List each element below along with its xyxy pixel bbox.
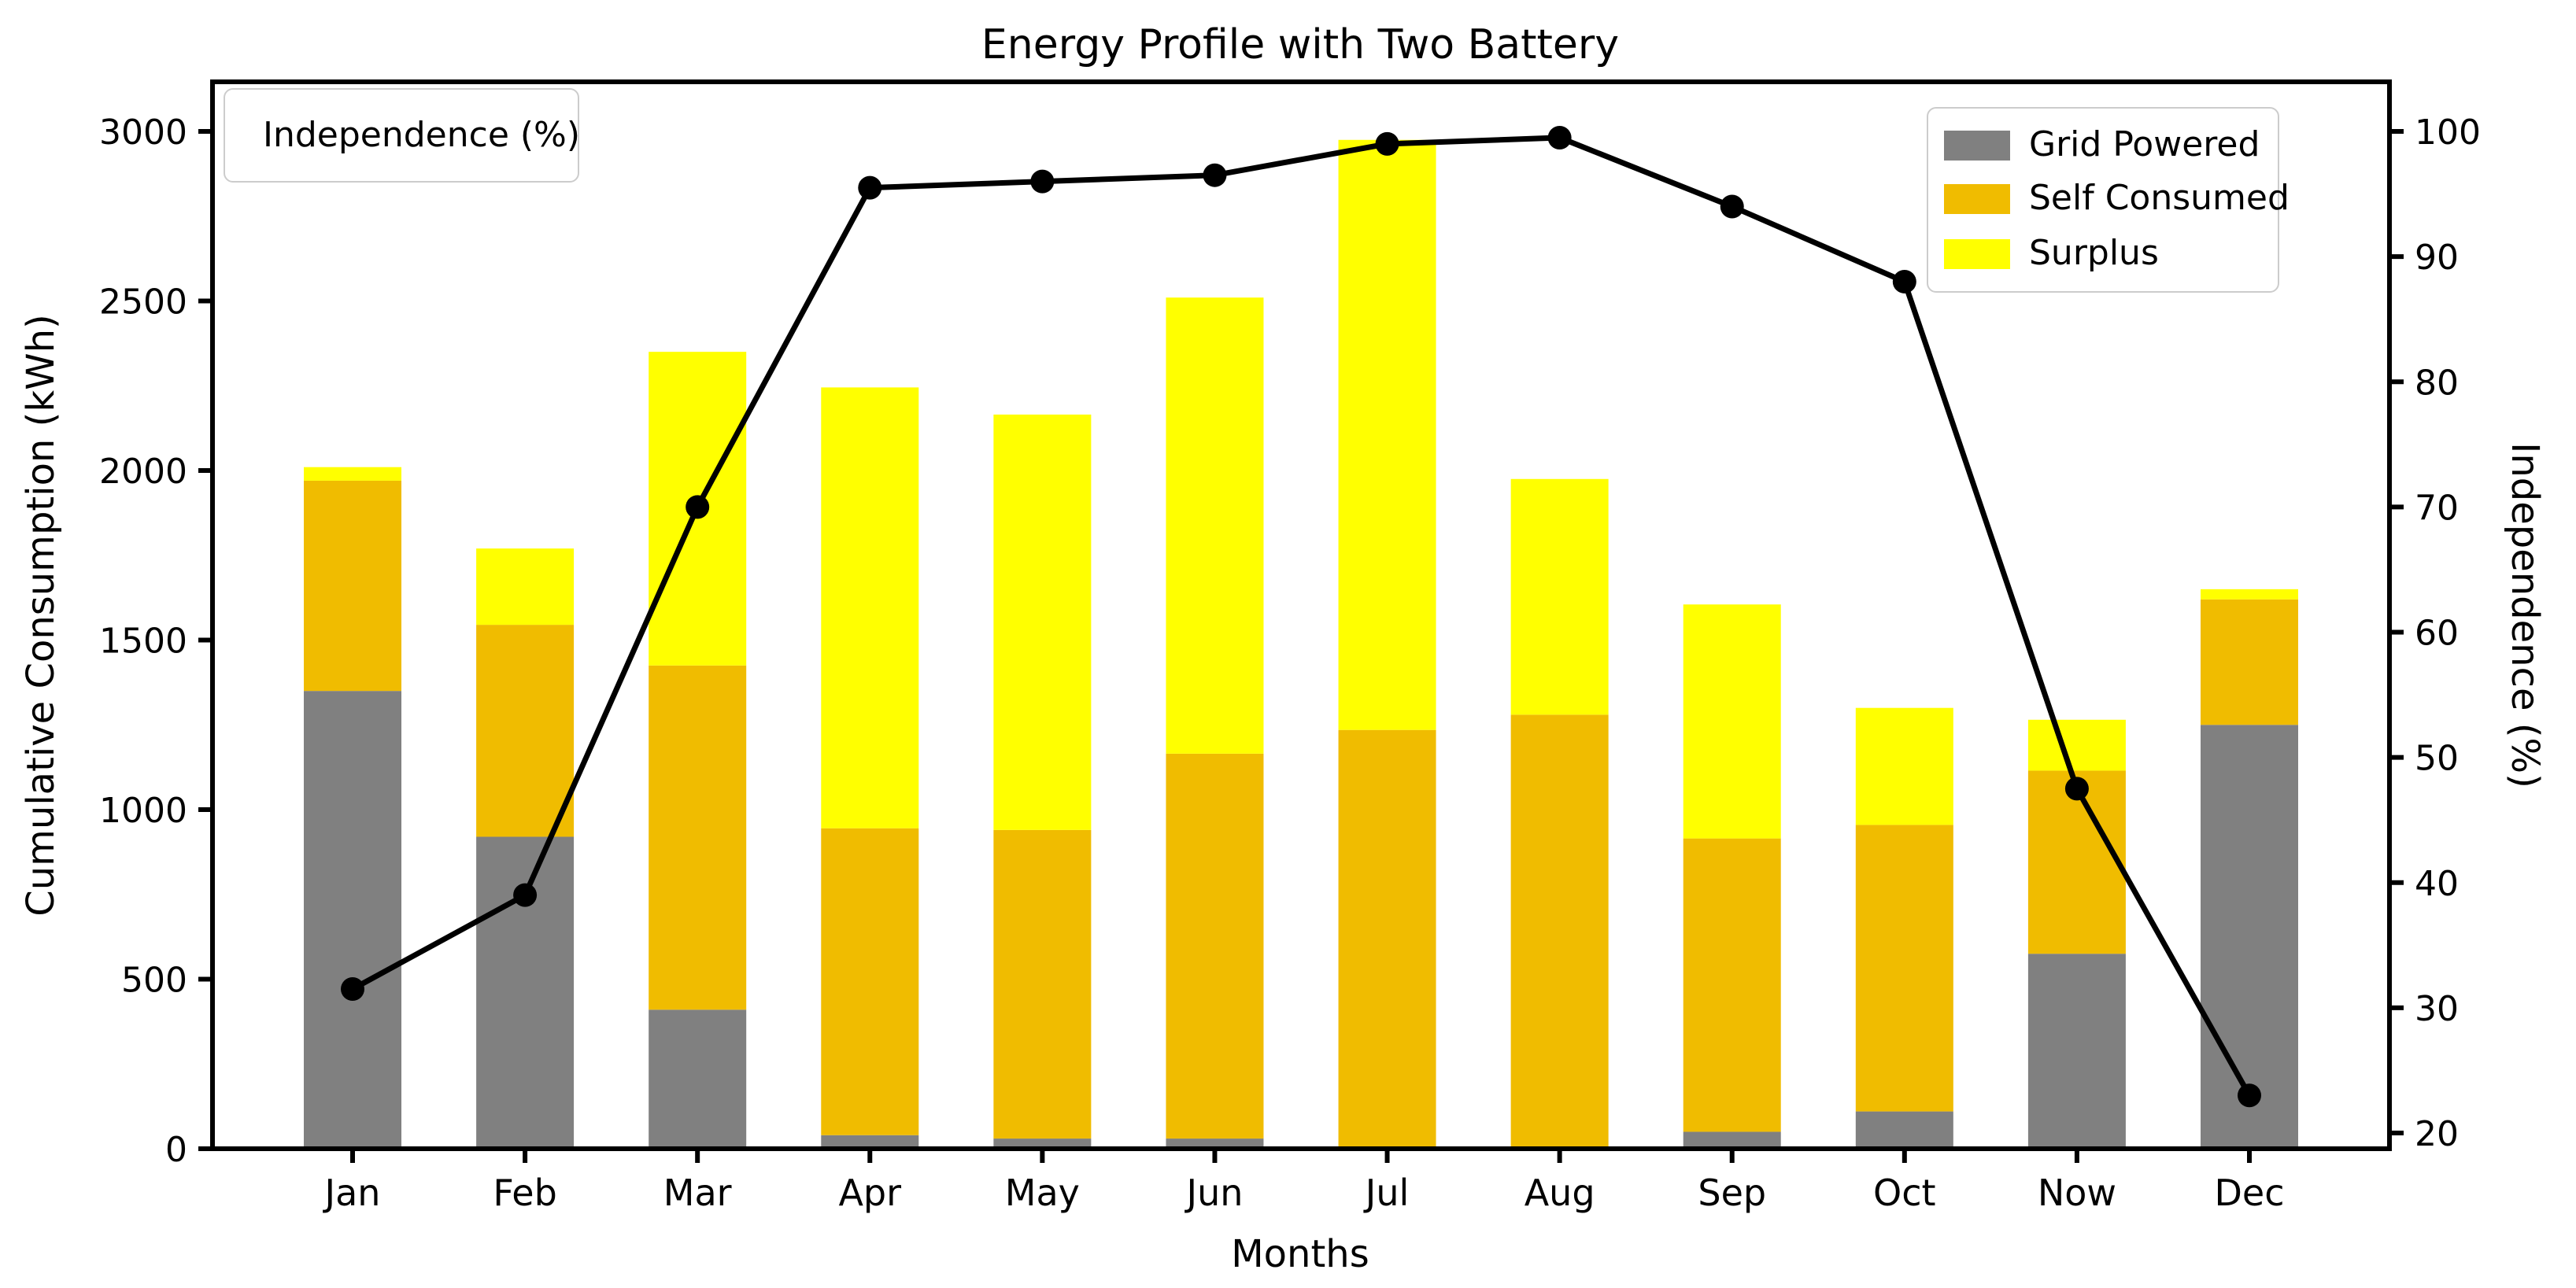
bar-segment-surplus-apr bbox=[821, 387, 919, 829]
x-tick-label-apr: Apr bbox=[838, 1172, 901, 1214]
bar-segment-self-consumed-jun bbox=[1166, 753, 1264, 1139]
line-marker-apr bbox=[858, 175, 882, 200]
bar-segment-grid-powered-mar bbox=[649, 1009, 747, 1149]
legend-swatch-icon bbox=[1944, 184, 2010, 215]
bar-segment-grid-powered-apr bbox=[821, 1135, 919, 1149]
right-tick-label: 70 bbox=[2415, 488, 2459, 528]
left-tick-label: 1500 bbox=[99, 622, 187, 662]
bar-segment-surplus-jan bbox=[304, 467, 401, 481]
bar-segment-self-consumed-apr bbox=[821, 828, 919, 1135]
line-marker-jul bbox=[1375, 131, 1399, 156]
right-tick-label: 60 bbox=[2415, 614, 2459, 654]
legend-item-label: Self Consumed bbox=[2029, 179, 2290, 220]
line-marker-oct bbox=[1892, 269, 1916, 293]
x-tick-label-now: Now bbox=[2038, 1172, 2116, 1214]
legend-bars: Grid Powered Self Consumed Surplus bbox=[1927, 107, 2290, 293]
right-tick-label: 20 bbox=[2415, 1114, 2459, 1154]
x-tick-label-jan: Jan bbox=[323, 1172, 381, 1214]
line-marker-jan bbox=[341, 977, 364, 1002]
legend-swatch-icon bbox=[1944, 130, 2010, 161]
line-marker-jun bbox=[1203, 163, 1227, 187]
line-marker-aug bbox=[1547, 125, 1572, 149]
bar-segment-surplus-aug bbox=[1510, 478, 1609, 715]
legend-swatch-icon bbox=[1944, 239, 2010, 270]
x-tick-label-feb: Feb bbox=[493, 1172, 556, 1214]
right-tick-label: 40 bbox=[2415, 864, 2459, 904]
bar-segment-self-consumed-sep bbox=[1683, 838, 1781, 1132]
left-tick-label: 2500 bbox=[99, 282, 187, 323]
bar-segment-surplus-jun bbox=[1166, 297, 1264, 754]
bar-segment-surplus-feb bbox=[476, 548, 575, 626]
legend-item-label: Surplus bbox=[2029, 234, 2159, 275]
bar-segment-self-consumed-aug bbox=[1510, 714, 1609, 1149]
legend-independence-label: Independence (%) bbox=[263, 116, 581, 155]
bar-segment-self-consumed-mar bbox=[649, 665, 747, 1010]
y-axis-label-right: Independence (%) bbox=[2503, 442, 2547, 788]
legend-item-self-consumed: Self Consumed bbox=[1944, 180, 2290, 220]
x-tick-label-may: May bbox=[1005, 1172, 1080, 1214]
bar-segment-grid-powered-now bbox=[2027, 954, 2126, 1149]
left-tick-label: 3000 bbox=[99, 113, 187, 153]
right-tick-label: 100 bbox=[2415, 113, 2481, 153]
right-tick-label: 30 bbox=[2415, 989, 2459, 1029]
chart-title: Energy Profile with Two Battery bbox=[981, 22, 1620, 69]
right-tick-label: 90 bbox=[2415, 238, 2459, 278]
bar-segment-surplus-now bbox=[2027, 719, 2126, 771]
line-marker-now bbox=[2064, 777, 2089, 801]
x-tick-label-aug: Aug bbox=[1525, 1172, 1595, 1214]
bar-segment-surplus-oct bbox=[1855, 707, 1953, 825]
right-tick-label: 50 bbox=[2415, 739, 2459, 779]
legend-item-grid-powered: Grid Powered bbox=[1944, 126, 2262, 165]
y-axis-label-left: Cumulative Consumption (kWh) bbox=[19, 314, 63, 917]
bar-segment-grid-powered-may bbox=[993, 1139, 1092, 1149]
x-tick-label-jul: Jul bbox=[1363, 1172, 1410, 1214]
bar-segment-self-consumed-jan bbox=[304, 480, 401, 692]
bar-segment-grid-powered-dec bbox=[2201, 725, 2298, 1149]
left-tick-label: 500 bbox=[121, 961, 187, 1001]
independence-line bbox=[351, 135, 2253, 1097]
bar-segment-self-consumed-oct bbox=[1855, 825, 1953, 1112]
line-marker-dec bbox=[2238, 1083, 2261, 1108]
bar-segment-self-consumed-may bbox=[993, 829, 1092, 1139]
bar-segment-self-consumed-now bbox=[2027, 770, 2126, 954]
bar-segment-grid-powered-oct bbox=[1855, 1111, 1953, 1149]
right-tick-label: 80 bbox=[2415, 363, 2459, 403]
axes-spines bbox=[210, 79, 2392, 1151]
left-tick-label: 0 bbox=[165, 1130, 187, 1170]
legend-independence: Independence (%) bbox=[224, 88, 581, 183]
left-tick-label: 1000 bbox=[99, 791, 187, 831]
line-marker-sep bbox=[1720, 194, 1744, 219]
bar-segment-surplus-jul bbox=[1338, 139, 1436, 730]
bar-segment-surplus-dec bbox=[2201, 589, 2298, 600]
left-tick-label: 2000 bbox=[99, 452, 187, 492]
bar-segment-self-consumed-feb bbox=[476, 625, 575, 837]
legend-item-label: Grid Powered bbox=[2029, 125, 2260, 165]
line-marker-may bbox=[1030, 169, 1055, 194]
bar-segment-self-consumed-jul bbox=[1338, 729, 1436, 1149]
bar-segment-grid-powered-jan bbox=[304, 691, 401, 1149]
x-tick-label-dec: Dec bbox=[2214, 1172, 2284, 1214]
line-marker-mar bbox=[686, 495, 710, 519]
x-tick-label-jun: Jun bbox=[1185, 1172, 1244, 1214]
bar-segment-surplus-may bbox=[993, 414, 1092, 830]
x-axis-label: Months bbox=[1231, 1232, 1369, 1276]
bar-segment-surplus-sep bbox=[1683, 604, 1781, 839]
x-tick-label-mar: Mar bbox=[663, 1172, 732, 1214]
legend-item-surplus: Surplus bbox=[1944, 234, 2262, 274]
bar-segment-grid-powered-sep bbox=[1683, 1131, 1781, 1149]
x-tick-label-oct: Oct bbox=[1873, 1172, 1936, 1214]
bar-segment-grid-powered-jun bbox=[1166, 1139, 1264, 1149]
line-marker-feb bbox=[513, 883, 538, 907]
bar-segment-self-consumed-dec bbox=[2201, 599, 2298, 725]
x-tick-label-sep: Sep bbox=[1698, 1172, 1766, 1214]
